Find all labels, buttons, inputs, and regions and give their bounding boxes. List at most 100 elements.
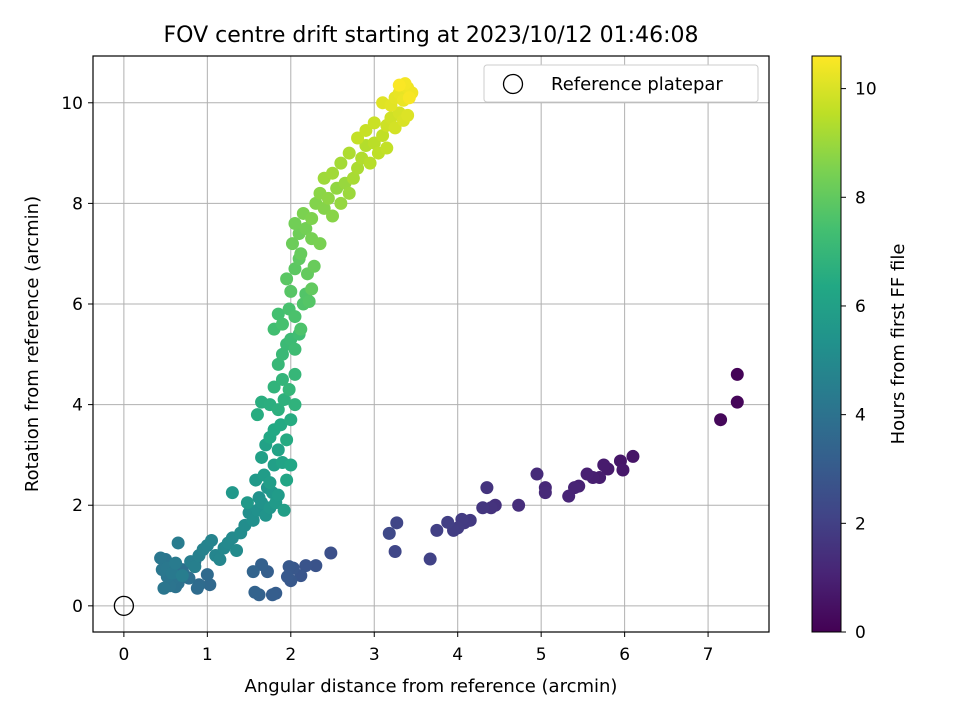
scatter-point [213,553,227,567]
scatter-point [714,413,728,427]
scatter-point [562,489,576,503]
scatter-point [326,209,340,223]
x-tick-label: 2 [285,645,296,665]
scatter-point [351,131,365,145]
x-axis-ticks: 0 1 2 3 4 5 6 7 [118,632,713,665]
chart-title: FOV centre drift starting at 2023/10/12 … [164,23,699,48]
scatter-point [334,156,348,170]
scatter-point [616,463,630,477]
scatter-point [263,476,277,490]
scatter-point [302,294,316,308]
colorbar-tick-label: 0 [855,623,866,643]
scatter-point [346,171,360,185]
scatter-point [265,588,279,602]
scatter-point [476,501,490,515]
scatter-point [402,91,416,105]
scatter-point [359,123,373,137]
x-axis-label: Angular distance from reference (arcmin) [245,676,618,697]
scatter-point [313,237,327,251]
scatter-point [326,166,340,180]
scatter-point [294,247,308,261]
x-tick-label: 0 [118,645,129,665]
scatter-point [299,559,313,573]
scatter-point [230,544,244,558]
scatter-point [390,516,404,530]
scatter-point [363,156,377,170]
scatter-point [277,393,291,407]
scatter-point [288,310,302,324]
scatter-point [401,108,415,122]
scatter-point [376,128,390,142]
scatter-point [165,566,179,580]
x-tick-label: 6 [619,645,630,665]
scatter-point [342,146,356,160]
legend: Reference platepar [483,64,759,103]
scatter-point [288,217,302,231]
y-tick-label: 10 [61,94,83,114]
scatter-point [171,536,185,550]
scatter-point [284,284,298,298]
scatter-point [530,467,544,481]
scatter-point [246,565,260,579]
legend-marker-icon [502,73,524,95]
scatter-point [154,551,168,565]
scatter-point [175,569,189,583]
scatter-point [730,367,744,381]
colorbar-gradient [811,55,842,633]
scatter-point [480,481,494,495]
scatter-point [282,560,296,574]
scatter-point [299,222,313,236]
scatter-point [388,545,402,559]
plot-frame [92,55,770,633]
x-tick-label: 4 [452,645,463,665]
scatter-point [285,237,299,251]
scatter-point [441,515,455,529]
scatter-point [317,201,331,215]
reference-marker [113,595,135,616]
scatter-point [626,449,640,463]
scatter-point [271,307,285,321]
scatter-point [284,458,298,472]
reference-point [113,595,135,616]
scatter-points [154,77,744,602]
scatter-point [274,418,288,432]
scatter-point [255,450,269,464]
scatter-point [246,513,260,527]
x-tick-label: 5 [536,645,547,665]
colorbar-tick-label: 10 [855,80,877,100]
scatter-point [288,262,302,276]
scatter-point [380,141,394,155]
scatter-point [309,559,323,573]
scatter-point [275,372,289,386]
scatter-point [334,196,348,210]
scatter-point [430,523,444,537]
scatter-point [730,395,744,409]
y-tick-label: 0 [72,597,83,617]
scatter-point [271,403,285,417]
scatter-point [275,347,289,361]
colorbar-tick-label: 8 [855,188,866,208]
scatter-point [307,259,321,273]
colorbar-tick-label: 6 [855,297,866,317]
scatter-point [388,121,402,135]
y-axis-ticks: 0 2 4 6 8 10 [61,94,93,617]
scatter-point [250,408,264,422]
plot-area [93,56,769,632]
scatter-point [580,467,594,481]
scatter-point [288,342,302,356]
scatter-point [512,498,526,512]
colorbar-tick-label: 4 [855,406,866,426]
scatter-point [188,560,202,574]
scatter-point [538,486,552,500]
y-axis-label: Rotation from reference (arcmin) [22,196,43,492]
scatter-point [392,78,406,92]
scatter-point [305,282,319,296]
colorbar: 0 2 4 6 8 10 Hours from first FF file [811,55,909,643]
y-tick-label: 4 [72,396,83,416]
y-tick-label: 8 [72,194,83,214]
x-tick-label: 1 [202,645,213,665]
scatter-point [271,443,285,457]
colorbar-label: Hours from first FF file [888,244,909,445]
colorbar-tick-label: 2 [855,514,866,534]
